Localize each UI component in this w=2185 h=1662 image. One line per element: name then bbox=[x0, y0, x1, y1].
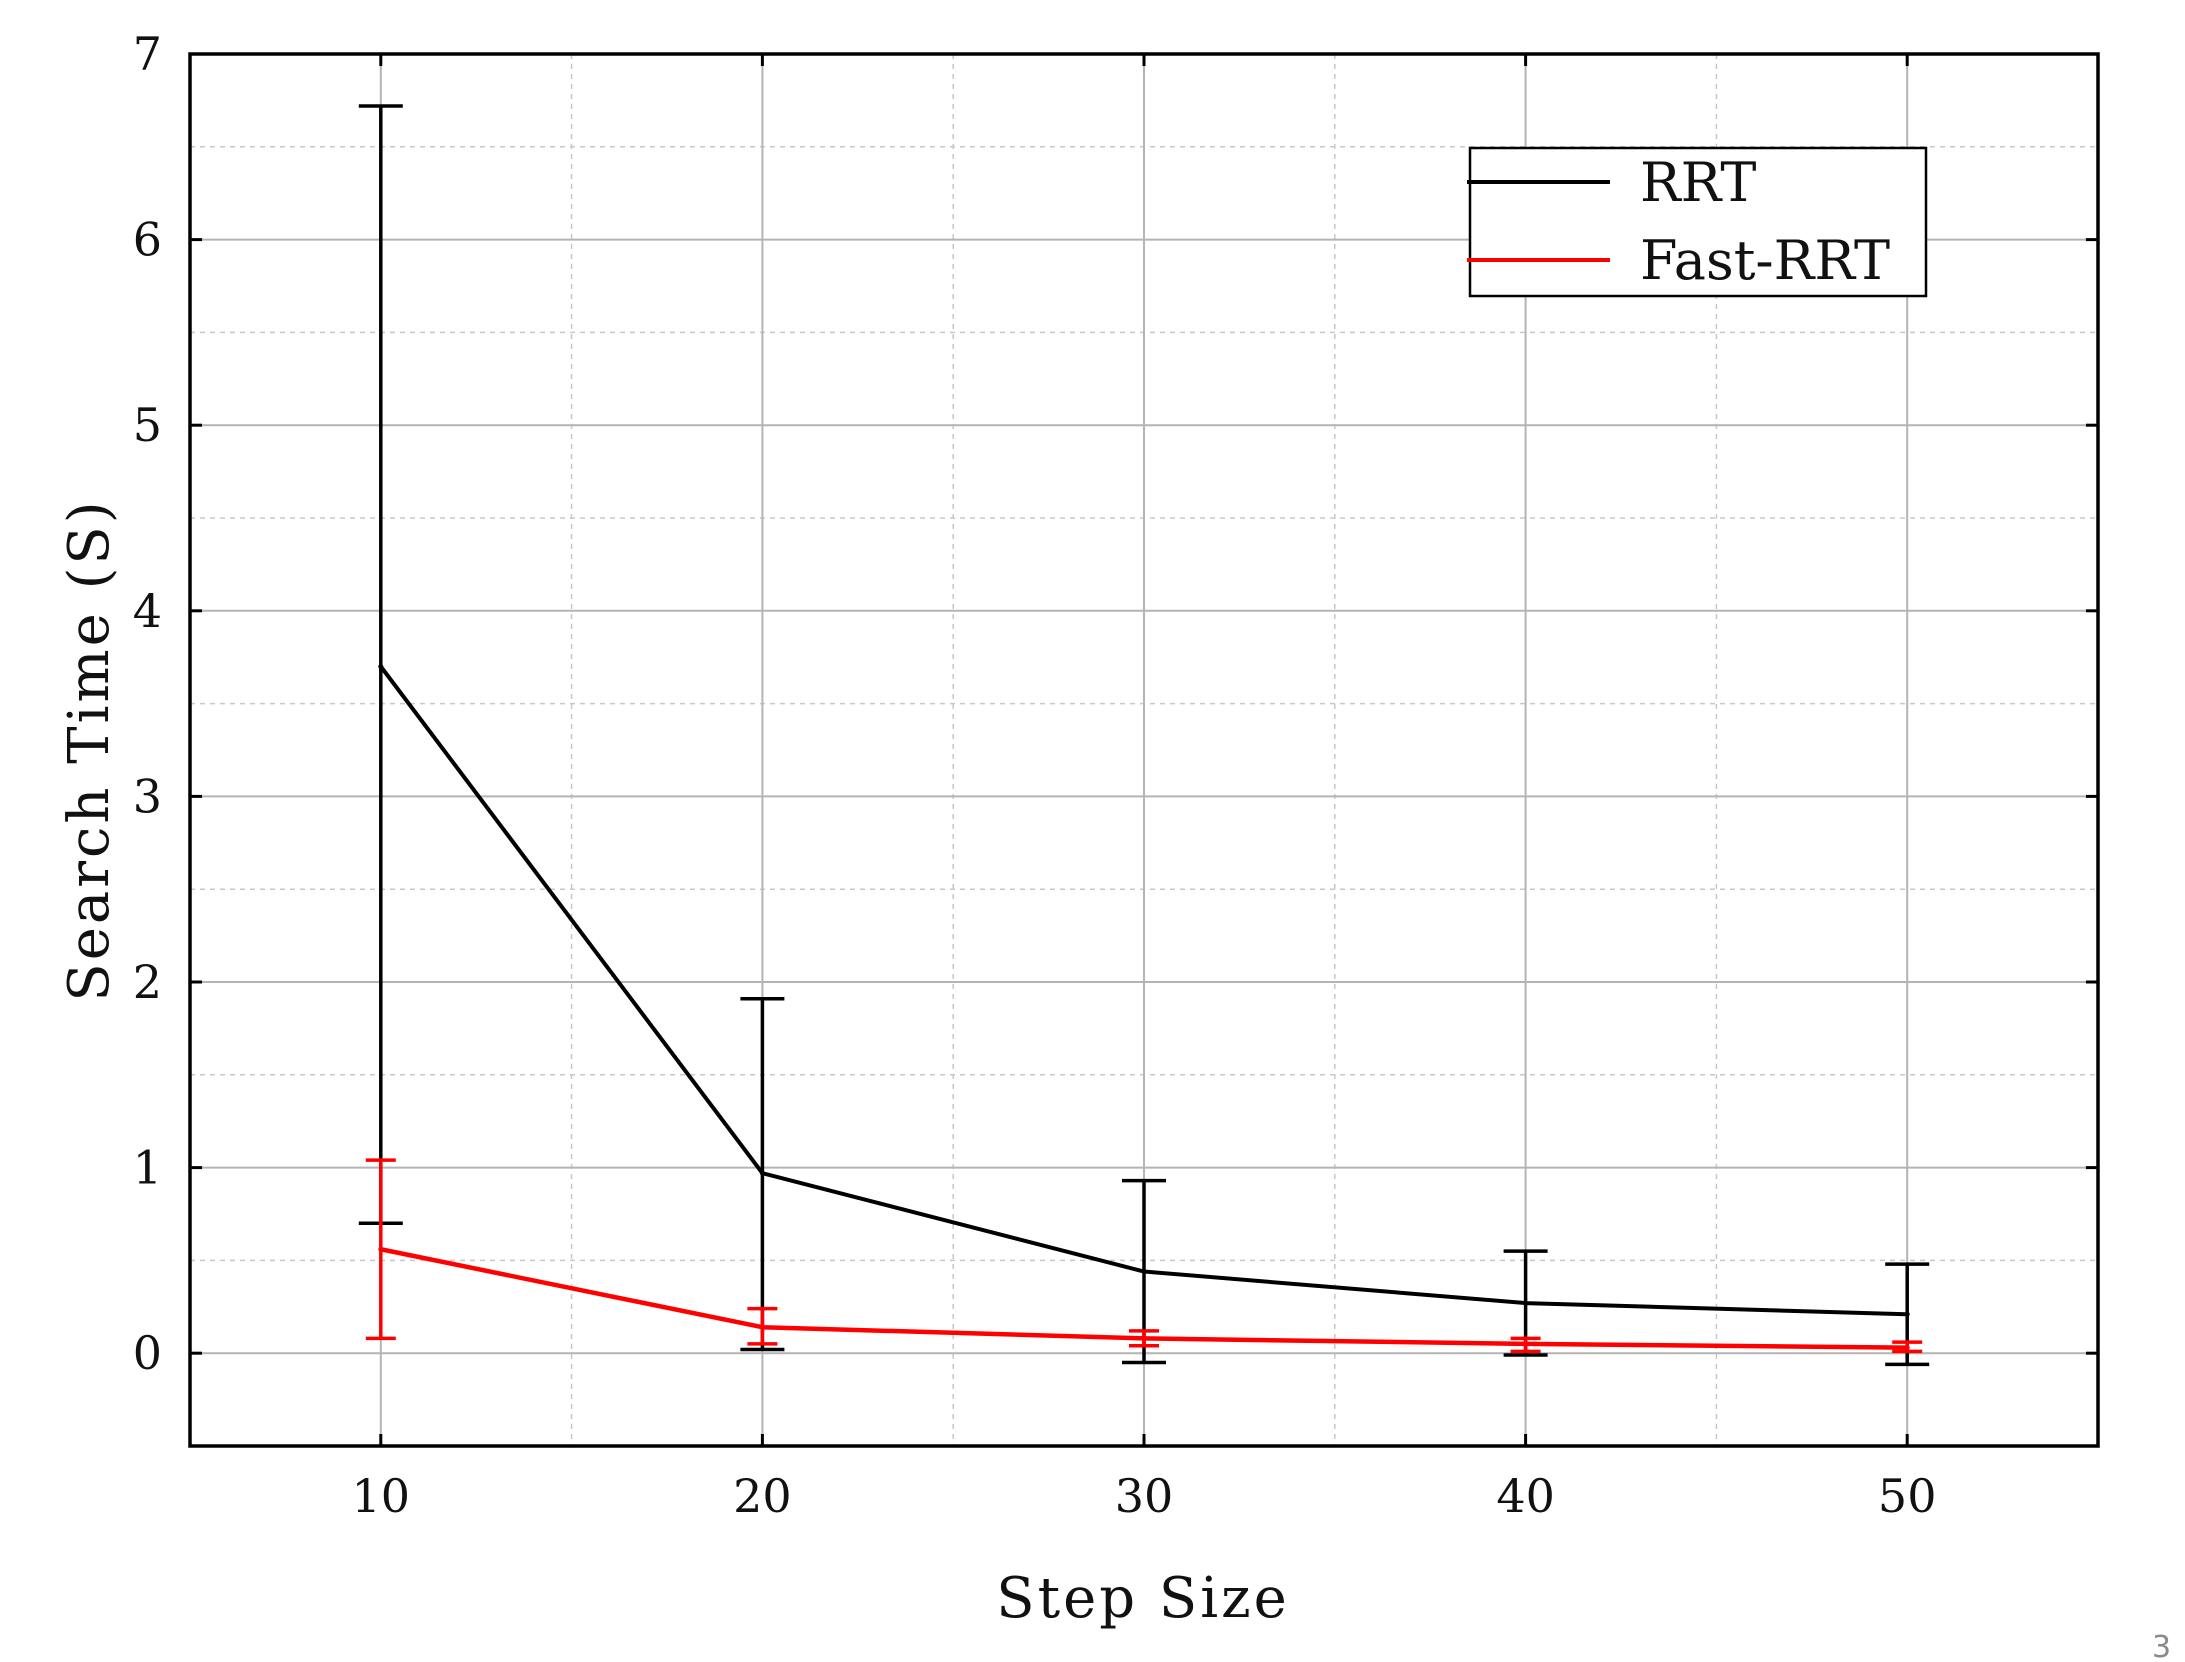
data-point-fast-rrt bbox=[1141, 1335, 1147, 1341]
series-rrt bbox=[358, 104, 1930, 1367]
legend-label-fast-rrt: Fast-RRT bbox=[1640, 229, 1890, 292]
data-point-fast-rrt bbox=[378, 1246, 384, 1252]
y-tick-label: 5 bbox=[133, 398, 162, 452]
y-axis-title: Search Time (S) bbox=[57, 498, 122, 1001]
y-tick-label: 3 bbox=[133, 769, 162, 823]
y-tick-label: 4 bbox=[133, 584, 162, 638]
legend-label-rrt: RRT bbox=[1640, 151, 1756, 214]
axis-ticks: 10 20 30 40 50 0 1 2 3 4 5 6 7 bbox=[133, 27, 2098, 1523]
x-tick-label: 30 bbox=[1115, 1469, 1174, 1523]
data-point-fast-rrt bbox=[1523, 1341, 1529, 1347]
x-tick-label: 40 bbox=[1496, 1469, 1555, 1523]
data-point-fast-rrt bbox=[759, 1324, 765, 1330]
data-point-rrt bbox=[1904, 1311, 1910, 1317]
y-tick-label: 6 bbox=[133, 213, 162, 267]
y-tick-label: 7 bbox=[133, 27, 162, 81]
series-layer bbox=[358, 104, 1930, 1367]
x-axis-title: Step Size bbox=[996, 1566, 1290, 1631]
data-point-rrt bbox=[378, 663, 384, 669]
y-tick-label: 2 bbox=[133, 955, 162, 1009]
data-point-rrt bbox=[759, 1170, 765, 1176]
data-point-fast-rrt bbox=[1904, 1345, 1910, 1351]
legend: RRT Fast-RRT bbox=[1467, 146, 1928, 298]
y-tick-label: 1 bbox=[133, 1141, 162, 1195]
page-number: 3 bbox=[2152, 1630, 2171, 1662]
legend-box bbox=[1468, 146, 1928, 298]
data-point-rrt bbox=[1523, 1300, 1529, 1306]
x-tick-label: 50 bbox=[1878, 1469, 1937, 1523]
x-tick-label: 20 bbox=[733, 1469, 792, 1523]
x-tick-label: 10 bbox=[352, 1469, 411, 1523]
series-fast-rrt bbox=[365, 1158, 1923, 1354]
data-point-rrt bbox=[1141, 1269, 1147, 1275]
y-tick-label: 0 bbox=[133, 1326, 162, 1380]
